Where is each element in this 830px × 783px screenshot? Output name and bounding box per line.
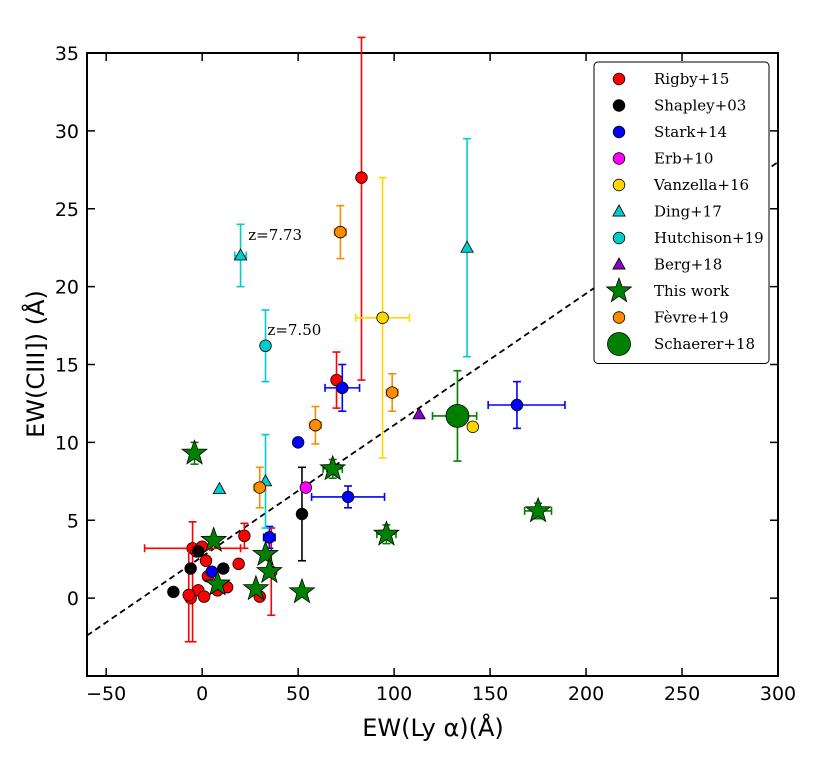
data-point-rigby-15 [197, 590, 211, 603]
data-point-this-work [319, 454, 347, 481]
y-tick-label: 5 [67, 510, 79, 532]
data-point-stark-14 [510, 398, 524, 412]
series-shapley-03 [167, 466, 309, 599]
axis-ticks-layer: −50 0 50 100 150 200 250 300 0 5 10 15 20 25 30 35 [55, 43, 796, 705]
data-point-vanzella-16 [376, 311, 389, 324]
data-point-erb-10 [299, 481, 313, 494]
data-point-this-work [372, 520, 400, 546]
data-point-this-work [204, 569, 232, 596]
legend: Rigby+15 Shapley+03 Stark+14 Erb+10 Vanzella… [593, 61, 770, 364]
x-axis-label: EW(Ly α)(Å) [362, 713, 504, 742]
data-point-this-work [252, 540, 280, 566]
x-tick-label: 300 [760, 683, 796, 705]
data-point-stark-14 [291, 436, 305, 449]
data-point-this-work [242, 574, 270, 601]
legend-label-berg-18: Berg+18 [654, 256, 722, 274]
legend-marker-schaerer-18 [607, 332, 631, 356]
data-point-ding-17 [212, 481, 227, 495]
y-tick-label: 20 [55, 277, 79, 299]
legend-marker-stark-14 [612, 125, 626, 139]
legend-label-this-work: This work [654, 282, 730, 300]
series-vanzella-16 [354, 176, 480, 459]
data-point-schaerer-18 [445, 403, 470, 428]
data-point-rigby-15 [199, 554, 213, 567]
legend-label-f-vre-19: Fèvre+19 [654, 309, 729, 327]
series-erb-10 [299, 481, 313, 494]
data-point-this-work [288, 577, 316, 604]
legend-label-rigby-15: Rigby+15 [654, 70, 729, 88]
data-point-vanzella-16 [466, 420, 480, 434]
legend-marker-f-vre-19 [612, 311, 626, 324]
series-hutchison-19 [259, 309, 272, 383]
data-point-rigby-15 [232, 557, 245, 571]
data-point-this-work [200, 526, 228, 552]
legend-marker-this-work [605, 276, 633, 303]
x-tick-label: 0 [196, 683, 208, 705]
legend-marker-erb-10 [612, 152, 626, 165]
data-point-f-vre-19 [334, 225, 347, 239]
redshift-annotation: z=7.50 [267, 321, 321, 339]
data-point-stark-14 [336, 381, 349, 395]
x-tick-label: −50 [86, 683, 126, 705]
data-point-rigby-15 [355, 171, 368, 184]
data-point-rigby-15 [182, 588, 195, 602]
x-tick-label: 250 [664, 683, 700, 705]
y-tick-label: 0 [67, 588, 79, 610]
series-f-vre-19 [253, 204, 399, 509]
legend-label-schaerer-18: Schaerer+18 [654, 335, 755, 353]
data-point-shapley-03 [192, 545, 205, 558]
data-point-this-work [524, 496, 552, 523]
data-point-rigby-15 [238, 529, 251, 543]
legend-marker-berg-18 [612, 257, 626, 270]
x-tick-label: 100 [376, 683, 412, 705]
annotations-layer: z=7.73 z=7.50 [248, 226, 321, 339]
y-tick-label: 15 [55, 355, 79, 377]
data-point-f-vre-19 [309, 419, 322, 432]
legend-label-vanzella-16: Vanzella+16 [653, 176, 749, 194]
legend-marker-rigby-15 [612, 72, 626, 86]
legend-label-stark-14: Stark+14 [654, 123, 727, 141]
data-point-ding-17 [233, 248, 248, 261]
data-point-shapley-03 [295, 507, 309, 521]
series-stark-14 [205, 363, 566, 578]
data-point-ding-17 [460, 240, 474, 253]
data-point-shapley-03 [167, 585, 180, 599]
y-tick-label: 30 [55, 121, 79, 143]
legend-box [593, 61, 770, 364]
legend-label-hutchison-19: Hutchison+19 [654, 229, 764, 247]
data-point-shapley-03 [184, 562, 197, 575]
y-axis-label: EW(CIII]) (Å) [21, 290, 50, 438]
x-tick-label: 200 [568, 683, 604, 705]
legend-marker-vanzella-16 [612, 178, 626, 192]
legend-marker-ding-17 [612, 204, 626, 217]
series-berg-18 [412, 407, 426, 420]
data-point-shapley-03 [217, 562, 230, 575]
data-point-f-vre-19 [385, 386, 399, 399]
series-this-work [181, 439, 553, 604]
data-points-layer [143, 36, 566, 643]
data-point-this-work [181, 439, 208, 465]
redshift-annotation: z=7.73 [248, 226, 302, 244]
x-tick-label: 50 [286, 683, 310, 705]
data-point-f-vre-19 [253, 481, 266, 494]
legend-marker-hutchison-19 [612, 231, 626, 245]
data-point-hutchison-19 [259, 339, 272, 353]
y-tick-label: 25 [55, 199, 79, 221]
series-schaerer-18 [431, 369, 478, 462]
y-tick-label: 10 [55, 432, 79, 454]
legend-label-erb-10: Erb+10 [654, 150, 713, 168]
data-point-stark-14 [341, 490, 355, 504]
data-point-this-work [255, 557, 283, 584]
data-point-berg-18 [412, 407, 426, 420]
x-tick-label: 150 [472, 683, 508, 705]
legend-marker-shapley-03 [612, 99, 626, 112]
legend-label-ding-17: Ding+17 [654, 203, 722, 221]
legend-label-shapley-03: Shapley+03 [654, 97, 746, 115]
data-point-stark-14 [263, 531, 276, 544]
series-ding-17 [212, 137, 474, 529]
y-tick-label: 35 [55, 43, 79, 65]
